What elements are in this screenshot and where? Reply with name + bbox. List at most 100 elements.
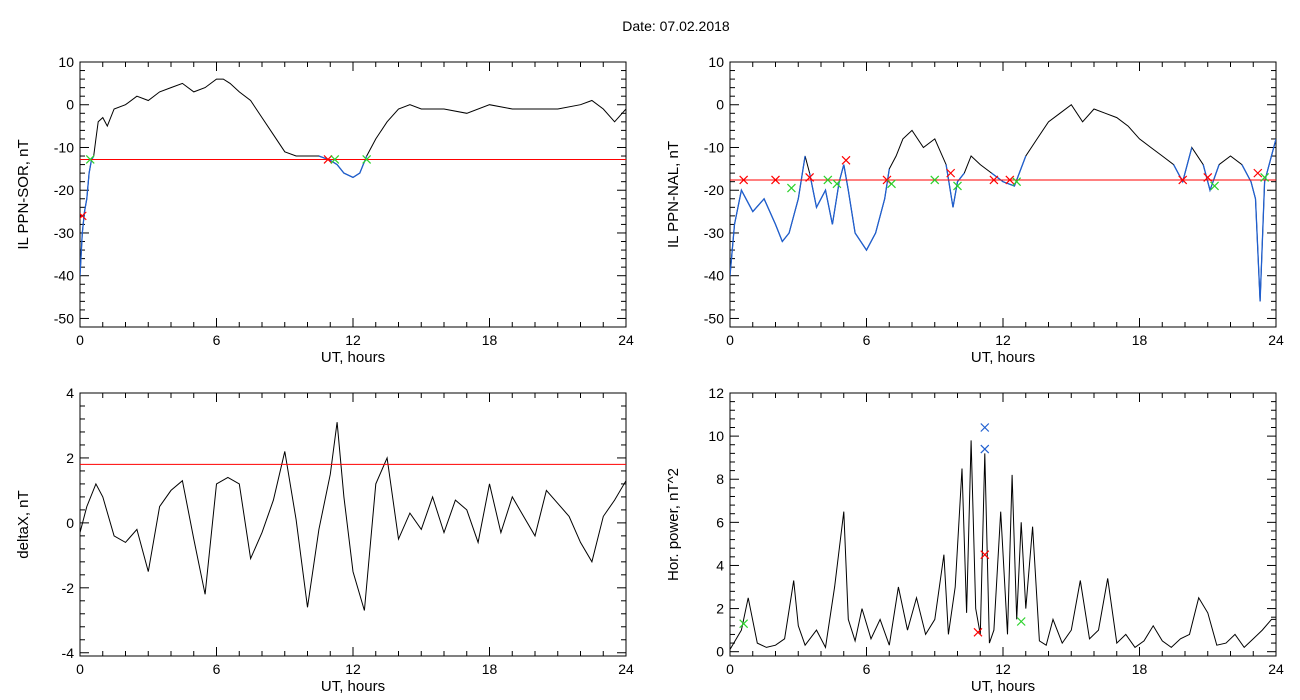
x-tick-label: 0 — [726, 661, 734, 677]
plot-frame — [79, 392, 627, 657]
panel-deltax: 0 6 12 18 24 4 2 0 -2 -4 UT, hours deltaX, nT — [15, 385, 634, 695]
x-tick-label: 6 — [213, 332, 221, 348]
y-tick-label: 4 — [716, 557, 724, 573]
cross-marker — [1253, 168, 1263, 178]
cross-marker — [1178, 175, 1188, 185]
cross-marker — [80, 211, 87, 221]
x-tick-label: 18 — [1132, 332, 1148, 348]
cross-marker-stroke — [739, 619, 749, 629]
cross-marker-stroke — [887, 179, 896, 189]
cross-marker-stroke — [1178, 175, 1188, 185]
series-line — [80, 78, 626, 276]
y-tick-label: -40 — [54, 268, 74, 284]
below-threshold-segment — [945, 164, 965, 208]
cross-marker — [805, 172, 815, 182]
x-tick-label: 6 — [863, 332, 871, 348]
cross-marker-stroke — [1203, 172, 1213, 182]
cross-marker-stroke — [1016, 617, 1026, 626]
cross-marker — [930, 175, 940, 185]
cross-marker — [739, 619, 749, 629]
cross-marker-stroke — [832, 179, 842, 189]
y-tick-label: -4 — [62, 645, 75, 661]
x-tick-label: 24 — [618, 661, 634, 677]
y-tick-label: 2 — [66, 450, 74, 466]
below-threshold-segment — [808, 164, 845, 225]
cross-marker-stroke — [771, 175, 780, 185]
cross-marker — [330, 155, 340, 164]
cross-marker-stroke — [1005, 175, 1015, 185]
x-axis-label: UT, hours — [321, 349, 385, 366]
cross-marker-stroke — [80, 211, 87, 219]
x-tick-label: 12 — [995, 332, 1011, 348]
below-threshold-segment — [318, 155, 368, 179]
y-tick-label: -2 — [62, 580, 75, 596]
x-tick-label: 18 — [482, 661, 498, 677]
cross-marker — [973, 627, 983, 637]
cross-marker — [323, 155, 333, 164]
y-tick-label: 6 — [716, 514, 724, 530]
cross-marker — [1203, 172, 1213, 182]
y-tick-label: 10 — [708, 428, 724, 444]
cross-marker — [887, 179, 896, 189]
y-tick-label: -50 — [704, 310, 724, 326]
y-axis-label: IL PPN-NAL, nT — [665, 141, 682, 248]
cross-marker-stroke — [805, 172, 815, 182]
plot-area — [730, 423, 1276, 650]
y-tick-label: 0 — [716, 97, 724, 113]
x-tick-label: 18 — [1132, 661, 1148, 677]
x-tick-label: 6 — [863, 661, 871, 677]
cross-marker-stroke — [980, 423, 990, 432]
below-threshold-segment — [1173, 147, 1193, 184]
y-tick-label: 12 — [708, 385, 724, 401]
x-tick-label: 0 — [726, 332, 734, 348]
cross-marker — [85, 155, 95, 164]
cross-marker — [1012, 177, 1022, 187]
x-tick-label: 24 — [618, 332, 634, 348]
y-tick-label: 10 — [58, 54, 74, 70]
cross-marker — [832, 179, 842, 189]
y-tick-label: 8 — [716, 471, 724, 487]
series-line — [80, 422, 626, 611]
y-tick-label: -10 — [54, 139, 74, 155]
cross-marker-stroke — [1012, 177, 1022, 187]
cross-marker-stroke — [85, 155, 95, 164]
x-axis-label: UT, hours — [971, 678, 1035, 695]
x-tick-label: 6 — [213, 661, 221, 677]
cross-marker-stroke — [1210, 181, 1219, 191]
x-axis-label: UT, hours — [971, 349, 1035, 366]
cross-marker-stroke — [362, 155, 372, 164]
y-tick-label: 0 — [716, 644, 724, 660]
cross-marker — [1016, 617, 1026, 626]
cross-marker — [771, 175, 780, 185]
cross-marker-stroke — [823, 175, 833, 185]
x-tick-label: 0 — [76, 332, 84, 348]
cross-marker — [841, 155, 851, 165]
y-axis-label: Hor. power, nT^2 — [665, 468, 682, 581]
y-axis-label: deltaX, nT — [15, 490, 32, 558]
series-line — [730, 440, 1276, 650]
panel-hor-power: 0 6 12 18 24 12 10 8 6 4 2 0 UT, hours Hor. power, nT… — [665, 385, 1284, 695]
cross-marker-stroke — [1253, 168, 1263, 178]
y-tick-label: -20 — [54, 182, 74, 198]
y-tick-label: 0 — [66, 515, 74, 531]
plot-frame — [729, 61, 1277, 328]
y-tick-label: 10 — [708, 54, 724, 70]
cross-marker — [989, 175, 999, 185]
cross-marker — [823, 175, 833, 185]
cross-marker-stroke — [930, 175, 940, 185]
panel-ppn-sor: 0 6 12 18 24 10 0 -10 -20 -30 -40 -50 UT, hours IL PP… — [15, 54, 634, 366]
panel-ppn-nal: 0 6 12 18 24 10 0 -10 -20 -30 -40 -50 UT, hours IL PP… — [665, 54, 1284, 366]
y-axis-label: IL PPN-SOR, nT — [15, 139, 32, 249]
cross-marker — [362, 155, 372, 164]
x-tick-label: 24 — [1268, 661, 1284, 677]
y-tick-label: -30 — [54, 225, 74, 241]
x-tick-label: 18 — [482, 332, 498, 348]
plot-frame — [79, 61, 627, 328]
cross-marker-stroke — [882, 175, 892, 185]
x-tick-label: 0 — [76, 661, 84, 677]
cross-marker — [980, 423, 990, 432]
y-tick-label: -30 — [704, 225, 724, 241]
cross-marker-stroke — [323, 155, 333, 164]
x-tick-label: 24 — [1268, 332, 1284, 348]
